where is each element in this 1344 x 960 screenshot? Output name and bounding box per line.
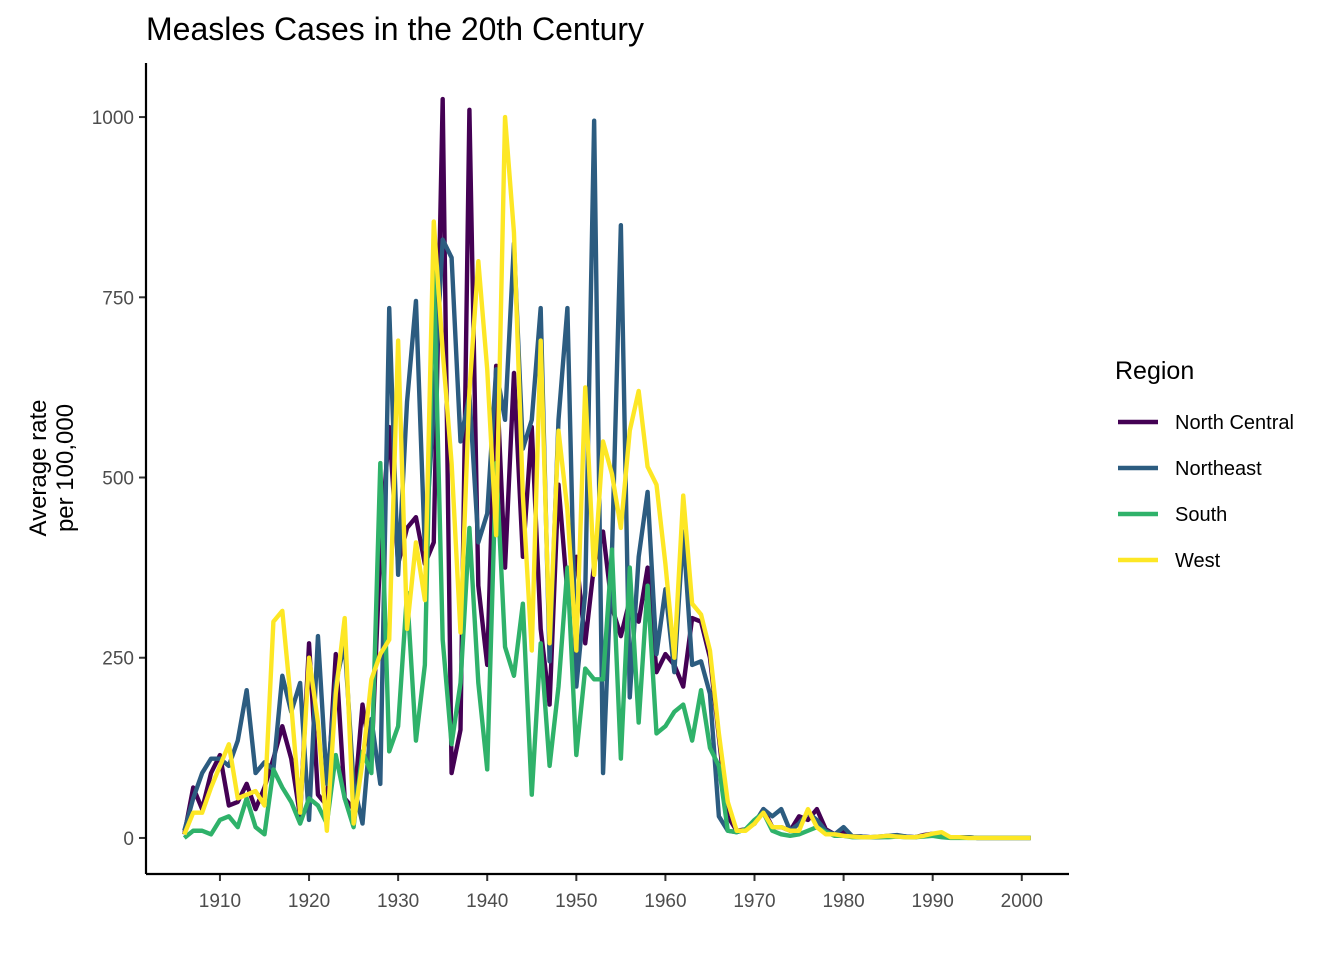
y-tick-label: 250 <box>102 649 134 670</box>
y-tick-label: 750 <box>102 288 134 309</box>
x-tick-label: 1940 <box>466 891 508 912</box>
legend-title: Region <box>1115 357 1194 385</box>
x-tick-label: 1950 <box>555 891 597 912</box>
x-tick-label: 1960 <box>644 891 686 912</box>
legend-item-northeast: Northeast <box>1118 458 1262 480</box>
legend-label: North Central <box>1175 412 1294 434</box>
x-tick-label: 1990 <box>912 891 954 912</box>
x-tick-label: 1910 <box>199 891 241 912</box>
plot-area <box>182 96 1031 841</box>
legend-item-north-central: North Central <box>1118 412 1294 434</box>
series-line-north-central <box>182 96 1031 841</box>
legend-item-south: South <box>1118 504 1227 526</box>
series-line-west <box>182 114 1031 841</box>
y-axis-title: Average rate per 100,000 <box>25 400 79 537</box>
legend-label: Northeast <box>1175 458 1262 480</box>
legend-label: West <box>1175 550 1221 572</box>
legend-label: South <box>1175 504 1227 526</box>
y-axis-title-line-2: per 100,000 <box>52 404 79 532</box>
y-tick-label: 0 <box>123 829 134 850</box>
y-axis-title-line-1: Average rate <box>25 400 52 537</box>
x-tick-label: 1920 <box>288 891 330 912</box>
x-tick-label: 2000 <box>1001 891 1043 912</box>
y-axis: 0 250 500 750 1000 <box>92 108 146 850</box>
x-axis: 1910 1920 1930 1940 1950 1960 1970 1980 1990 2000 <box>199 874 1043 912</box>
legend-items: North Central Northeast South West <box>1118 412 1294 572</box>
chart-title: Measles Cases in the 20th Century <box>146 11 644 47</box>
y-tick-label: 500 <box>102 469 134 490</box>
legend: Region North Central Northeast South West <box>1115 357 1294 572</box>
x-tick-label: 1930 <box>377 891 419 912</box>
x-tick-label: 1980 <box>822 891 864 912</box>
legend-item-west: West <box>1118 550 1221 572</box>
y-tick-label: 1000 <box>92 108 134 129</box>
series-line-northeast <box>182 118 1031 841</box>
x-tick-label: 1970 <box>733 891 775 912</box>
